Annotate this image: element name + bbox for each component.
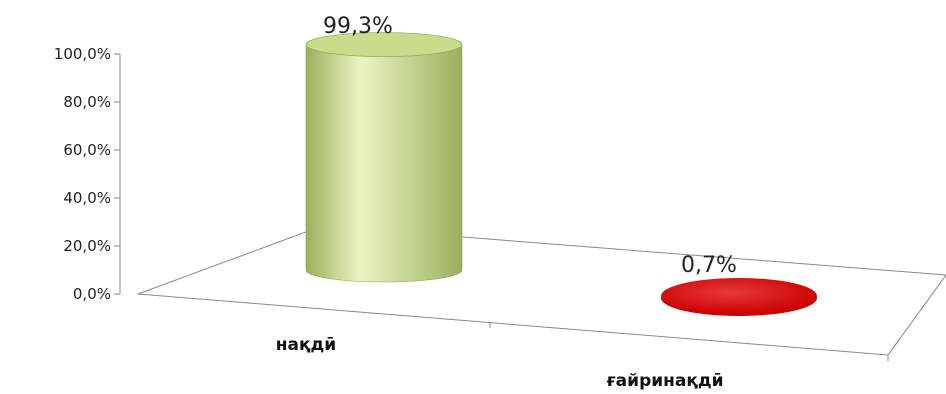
category-label-1: нақдӣ (276, 335, 336, 355)
y-tick-label: 40,0% (63, 189, 111, 207)
bar-2 (661, 278, 817, 316)
y-tick-label: 0,0% (73, 285, 111, 303)
data-label-2: 0,7% (681, 253, 737, 278)
data-label-1: 99,3% (323, 14, 393, 39)
category-label-2: ғайринақдӣ (606, 371, 723, 390)
y-tick-label: 100,0% (54, 45, 111, 63)
floor-front-edge (137, 274, 946, 356)
y-tick-label: 20,0% (63, 237, 111, 255)
y-tick-label: 80,0% (63, 93, 111, 111)
bar-2-top (661, 278, 817, 314)
chart-floor (137, 225, 946, 361)
y-tick-label: 60,0% (63, 141, 111, 159)
bar-1-body (305, 44, 463, 283)
bar-1-top (305, 32, 463, 57)
bar-1 (305, 32, 463, 283)
y-axis: 0,0% 20,0% 40,0% 60,0% 80,0% 100,0% (54, 45, 121, 303)
bars (305, 32, 817, 316)
floor-back-edge (137, 225, 946, 295)
